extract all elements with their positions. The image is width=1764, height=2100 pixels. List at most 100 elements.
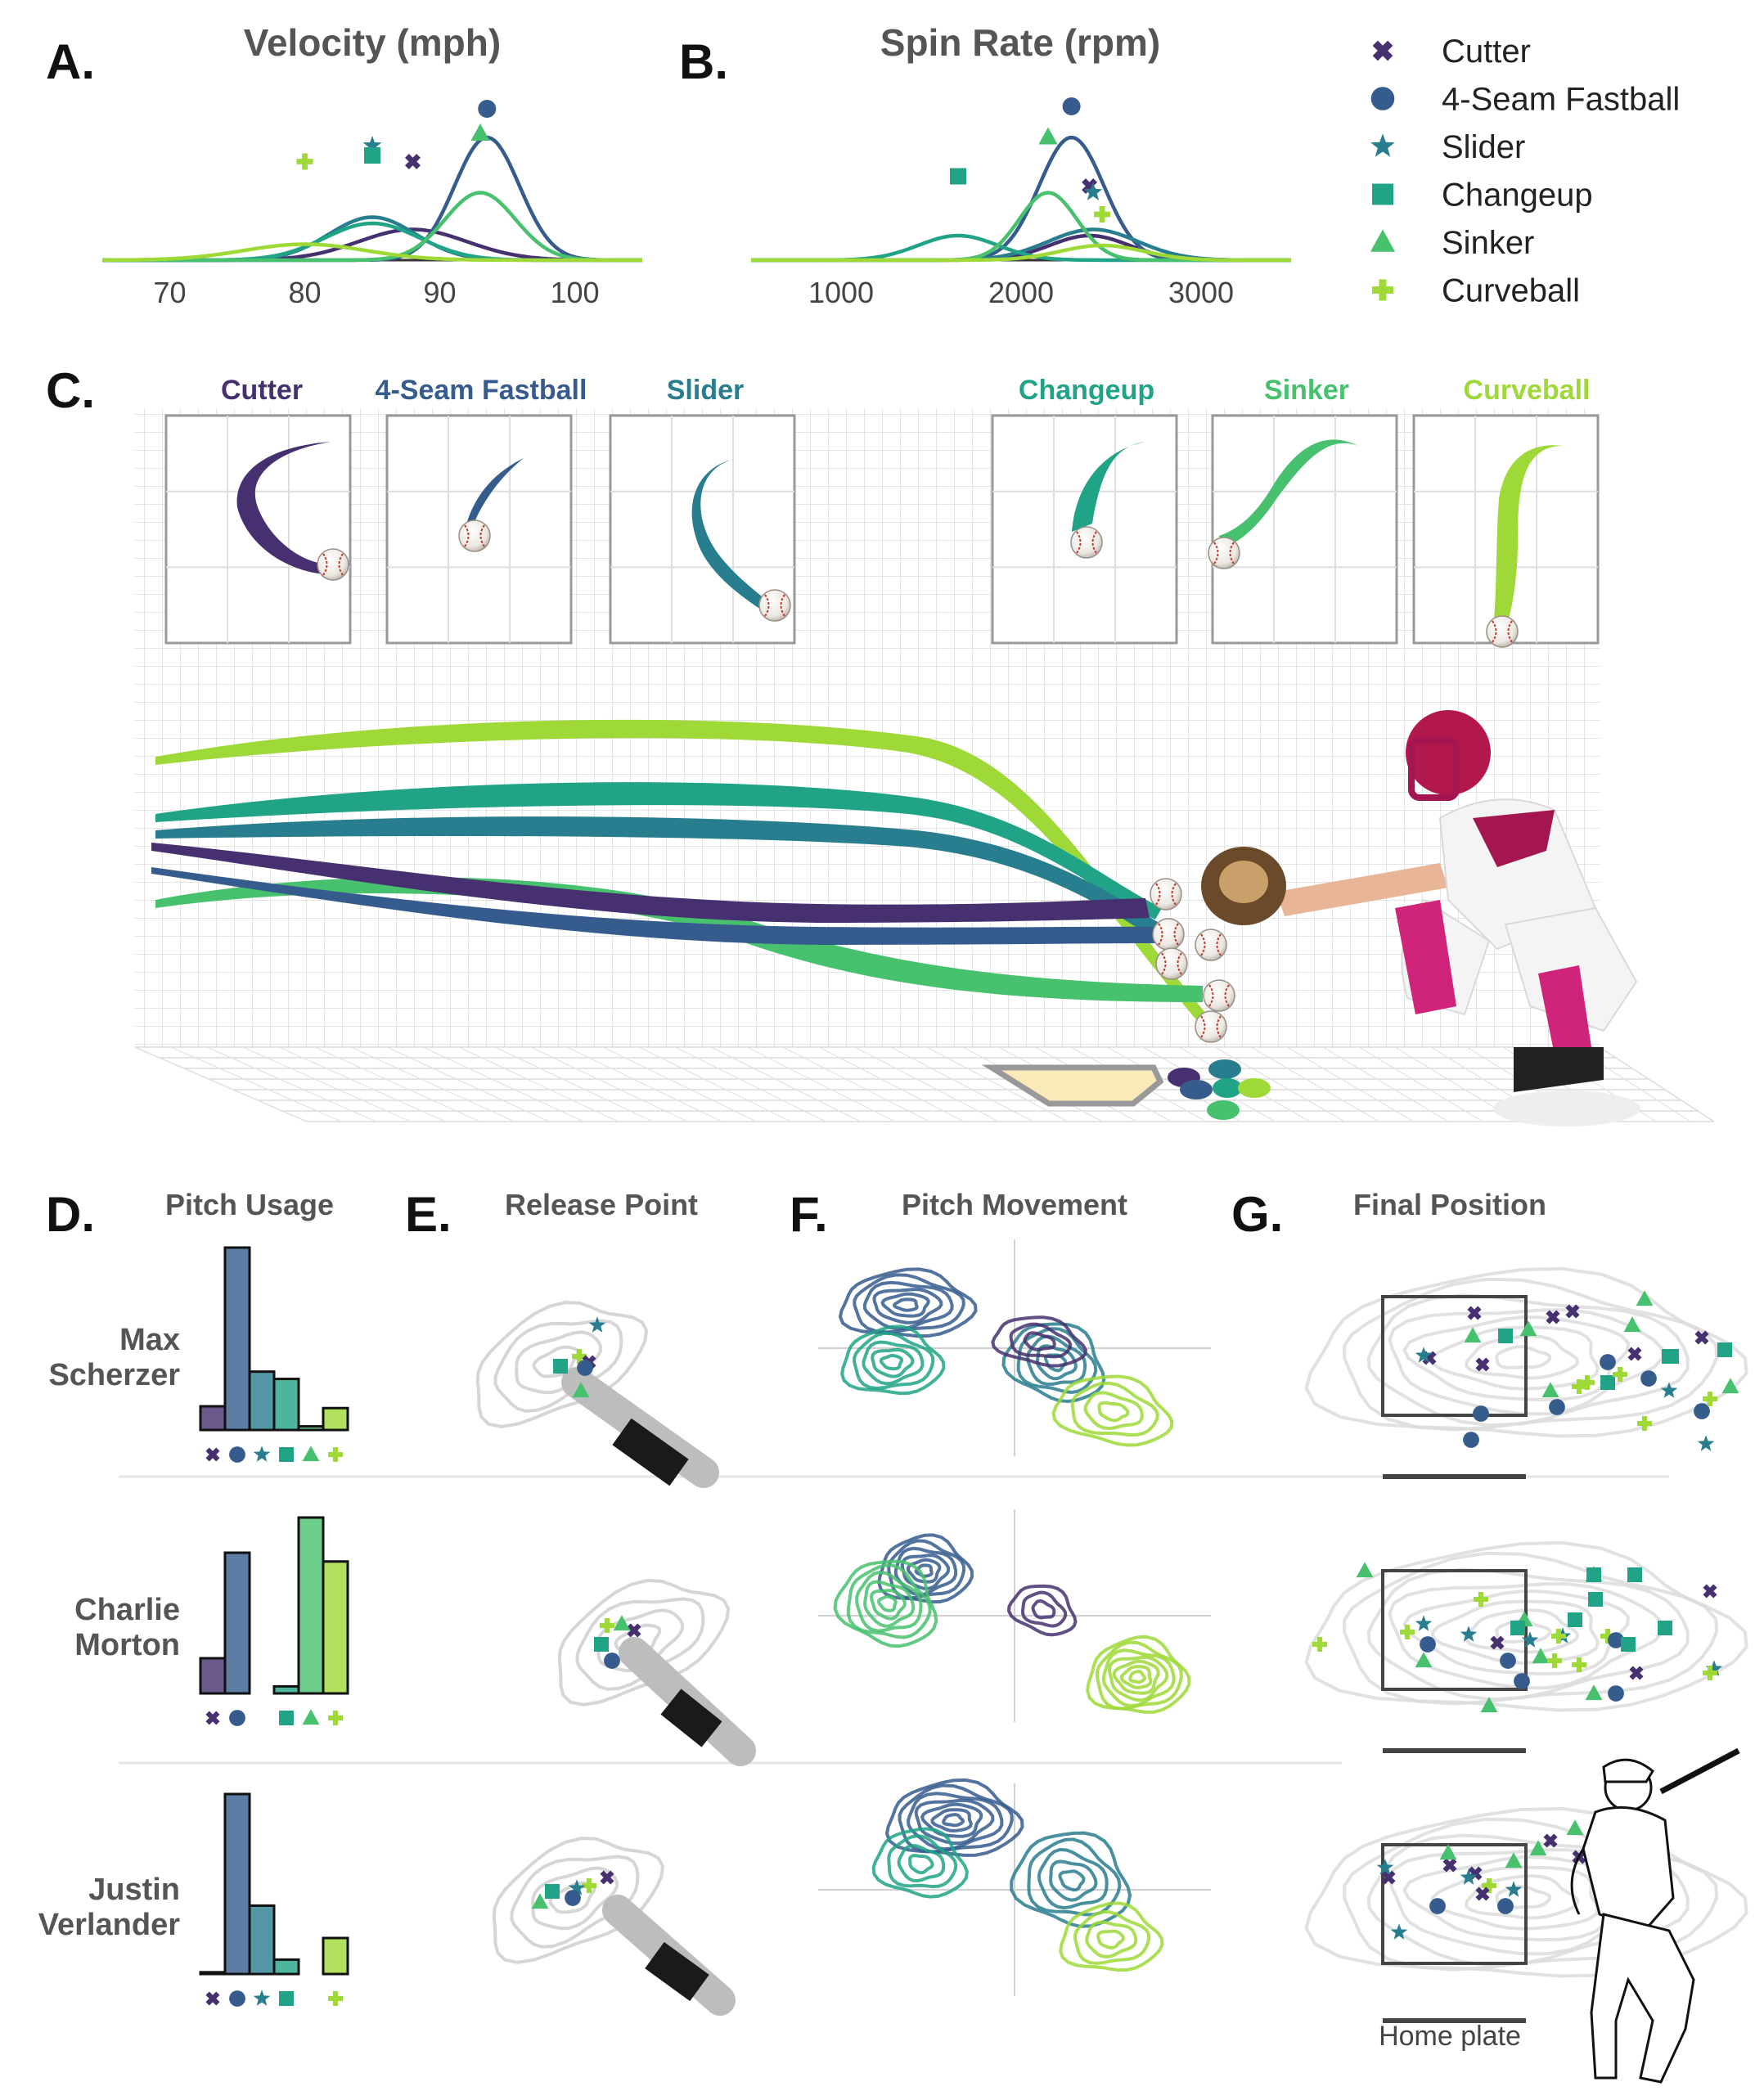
batter-icon	[1570, 1747, 1740, 2084]
usage-marker-changeup	[279, 1711, 294, 1725]
usage-bar-curveball	[322, 1560, 349, 1695]
final-position-plot	[1304, 1540, 1748, 1753]
pitch-label-slider: Slider	[667, 375, 744, 406]
trajectory-curveball	[155, 719, 1207, 1023]
pitch-location-sinker	[1541, 1382, 1559, 1398]
usage-bar-slider	[248, 1370, 276, 1432]
ball-icon	[1070, 526, 1103, 559]
release-marker-4-seam-fastball	[604, 1653, 620, 1669]
pitch-movement-plots	[818, 1239, 1211, 1996]
pitch-location-sinker	[1505, 1852, 1523, 1868]
pitch-location-4-seam-fastball	[1500, 1653, 1516, 1669]
pitch-location-4-seam-fastball	[1429, 1898, 1446, 1914]
pitch-location-curveball	[1703, 1392, 1717, 1406]
pitch-location-sinker	[1519, 1320, 1537, 1337]
ball-icon	[1203, 979, 1235, 1012]
pitch-location-slider	[1505, 1881, 1523, 1897]
mean-marker-sinker	[470, 124, 490, 141]
pitch-location-changeup	[1568, 1612, 1582, 1627]
velocity-density-plot: 70 80 90 100	[102, 100, 642, 309]
pitch-location-4-seam-fastball	[1694, 1403, 1710, 1419]
strike-zone	[1381, 1569, 1528, 1691]
break-box-sinker	[1208, 414, 1398, 645]
usage-marker-cutter	[205, 1991, 220, 2006]
usage-bar-slider	[248, 1904, 276, 1976]
player-last-name: Scherzer	[48, 1358, 180, 1392]
mean-marker-sinker	[1038, 127, 1058, 145]
break-curve-cutter	[236, 442, 331, 574]
movement-contours-sinker	[833, 1559, 938, 1648]
pitch-location-curveball	[1613, 1367, 1627, 1382]
final-title: Final Position	[1353, 1188, 1546, 1221]
movement-contours-curveball	[1059, 1901, 1164, 1972]
movement-title: Pitch Movement	[902, 1188, 1127, 1221]
ball-icon	[1486, 615, 1519, 648]
mean-marker-changeup	[950, 168, 966, 185]
release-plot	[475, 1301, 719, 1488]
pitch-location-cutter	[1467, 1306, 1482, 1320]
catcher-figure	[1201, 710, 1640, 1126]
ball-icon	[458, 519, 491, 552]
pitch-location-slider	[1390, 1923, 1408, 1940]
ball-icon	[1155, 947, 1188, 980]
pitch-label-curveball: Curveball	[1464, 375, 1591, 406]
spin-density-plot: 1000 2000 3000	[751, 97, 1291, 309]
pitch-location-cutter	[1627, 1347, 1642, 1361]
legend: Cutter 4-Seam Fastball Slider Changeup Sinke…	[1370, 34, 1680, 309]
usage-marker-cutter	[205, 1447, 220, 1462]
usage-title: Pitch Usage	[165, 1188, 334, 1221]
pitch-location-cutter	[1381, 1870, 1396, 1885]
pitch-location-curveball	[1312, 1637, 1327, 1652]
trajectory-cutter	[151, 843, 1150, 923]
release-marker-curveball	[600, 1618, 614, 1633]
break-curve-curveball	[1493, 445, 1563, 630]
panel-f: F. Pitch Movement	[790, 1187, 1211, 1996]
pitch-location-curveball	[1637, 1416, 1652, 1431]
x-tick-label: 80	[288, 276, 321, 309]
strike-zone	[1381, 1295, 1528, 1417]
pitch-location-slider	[1415, 1347, 1433, 1363]
release-marker-curveball	[582, 1878, 596, 1893]
release-marker-curveball	[572, 1349, 587, 1364]
velocity-title: Velocity (mph)	[244, 21, 501, 64]
density-line-4-seam-fastball	[751, 135, 1291, 263]
break-curve-sinker	[1219, 439, 1358, 548]
release-marker-changeup	[594, 1637, 609, 1652]
pitch-location-sinker	[1532, 1648, 1550, 1664]
release-contours	[475, 1301, 649, 1428]
usage-marker-slider	[253, 1446, 271, 1462]
mean-marker-4-seam-fastball	[478, 100, 497, 118]
mean-marker-4-seam-fastball	[1062, 97, 1081, 115]
pitch-location-4-seam-fastball	[1497, 1898, 1514, 1914]
player-first-name: Justin	[88, 1873, 180, 1907]
usage-marker-4-seam-fastball	[229, 1710, 245, 1726]
mean-marker-slider	[362, 136, 382, 154]
legend-label-sinker: Sinker	[1442, 225, 1534, 261]
player-first-name: Charlie	[74, 1593, 180, 1627]
mean-marker-slider	[1083, 182, 1103, 200]
pitch-label-changeup: Changeup	[1019, 375, 1154, 406]
panel-e: E. Release Point	[405, 1187, 756, 2016]
density-line-curveball	[102, 242, 642, 263]
player-last-name: Morton	[74, 1628, 180, 1662]
ball-icon	[758, 589, 791, 622]
pitch-location-changeup	[1662, 1349, 1676, 1364]
x-tick-label: 90	[423, 276, 456, 309]
movement-plot	[818, 1239, 1211, 1456]
legend-label-slider: Slider	[1442, 129, 1525, 165]
pitch-location-sinker	[1464, 1327, 1482, 1343]
legend-marker-changeup	[1372, 183, 1393, 205]
pitch-location-changeup	[1588, 1592, 1603, 1607]
usage-bar-4-seam-fastball	[223, 1792, 251, 1976]
break-curve-slider	[691, 458, 773, 609]
trajectory-slider	[155, 816, 1174, 945]
usage-marker-cutter	[205, 1711, 220, 1725]
pitch-location-slider	[1376, 1859, 1394, 1875]
release-marker-changeup	[553, 1359, 568, 1374]
usage-bar-changeup	[272, 1684, 300, 1695]
pitch-location-4-seam-fastball	[1420, 1636, 1436, 1653]
release-marker-slider	[588, 1316, 606, 1333]
ball-icon	[1150, 878, 1182, 911]
